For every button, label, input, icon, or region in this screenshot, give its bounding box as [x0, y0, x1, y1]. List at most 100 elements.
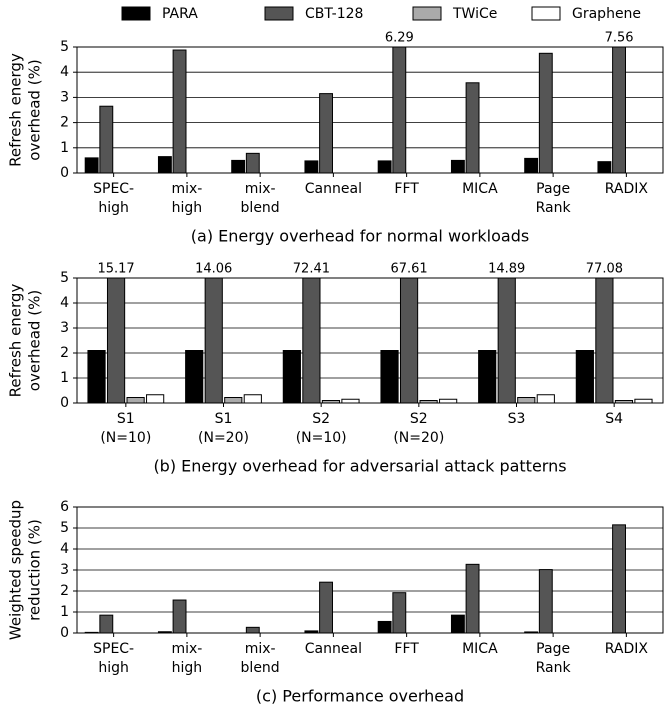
x-tick-label: MICA — [462, 181, 498, 197]
plot-frame — [76, 277, 664, 404]
y-tick-label: 3 — [60, 562, 69, 578]
bar — [302, 278, 321, 403]
x-tick-label: SPEC- — [93, 181, 134, 197]
bar — [87, 350, 106, 403]
x-tick-label: S4 — [605, 411, 623, 427]
bar — [204, 278, 223, 403]
bar — [597, 161, 612, 173]
bar — [380, 350, 399, 403]
bar — [224, 397, 243, 403]
y-axis-label: overhead (%) — [26, 59, 44, 160]
y-tick-label: 5 — [60, 270, 69, 286]
bar — [595, 278, 614, 403]
y-axis-label: Weighted speedup — [7, 500, 25, 640]
bar — [304, 630, 319, 633]
bar — [245, 152, 260, 173]
bar — [612, 524, 626, 633]
y-tick-label: 0 — [60, 395, 69, 411]
bar — [126, 397, 145, 403]
legend-label: TWiCe — [452, 6, 497, 22]
bar — [243, 394, 262, 403]
y-tick-label: 2 — [60, 345, 69, 361]
y-tick-label: 3 — [60, 89, 69, 105]
bar — [419, 400, 438, 403]
x-tick-label: (N=20) — [393, 430, 444, 446]
x-tick-label: SPEC- — [93, 641, 134, 657]
y-axis-label: Refresh energy — [7, 53, 25, 167]
bars — [84, 524, 626, 633]
bar — [172, 599, 187, 633]
x-tick-label: high — [172, 660, 203, 676]
y-tick-label: 2 — [60, 583, 69, 599]
y-tick-label: 0 — [60, 625, 69, 641]
x-tick-label: Rank — [536, 200, 572, 216]
bar — [157, 156, 172, 173]
bar — [319, 93, 333, 173]
x-tick-label: Page — [536, 641, 570, 657]
caption: (a) Energy overhead for normal workloads — [191, 227, 529, 246]
caption: (b) Energy overhead for adversarial atta… — [153, 457, 566, 476]
y-axis-label: overhead (%) — [26, 290, 44, 391]
bar — [399, 278, 419, 403]
bar — [439, 398, 458, 403]
plot-frame — [76, 506, 664, 634]
y-axis-label: Refresh energy — [7, 284, 25, 398]
overflow-label: 14.89 — [488, 262, 525, 277]
x-tick-label: Canneal — [305, 641, 362, 657]
bar — [465, 563, 480, 633]
legend-label: PARA — [162, 6, 198, 22]
x-tick-label: blend — [241, 660, 280, 676]
bar — [536, 394, 555, 403]
bar — [319, 581, 333, 633]
x-tick-label: RADIX — [605, 641, 649, 657]
overflow-label: 14.06 — [195, 262, 232, 277]
bar — [146, 394, 165, 403]
x-tick-label: FFT — [394, 641, 419, 657]
y-tick-label: 0 — [60, 165, 69, 181]
bar — [497, 278, 516, 403]
legend-swatch — [264, 6, 294, 21]
bar — [84, 157, 99, 173]
y-tick-label: 4 — [60, 295, 69, 311]
y-tick-label: 3 — [60, 320, 69, 336]
x-tick-label: FFT — [394, 181, 419, 197]
bar — [231, 159, 246, 173]
y-tick-label: 6 — [60, 499, 69, 515]
bar — [575, 350, 594, 403]
bar — [321, 400, 341, 403]
bars — [87, 278, 653, 403]
bar — [524, 157, 539, 173]
bar — [538, 569, 553, 633]
bar — [377, 160, 392, 173]
bar — [450, 614, 465, 633]
x-tick-label: MICA — [462, 641, 498, 657]
overflow-label: 15.17 — [97, 262, 134, 277]
x-tick-label: Rank — [536, 660, 572, 676]
legend-swatch — [412, 6, 442, 21]
overflow-label: 77.08 — [586, 262, 623, 277]
x-tick-label: S2 — [410, 411, 428, 427]
y-tick-label: 1 — [60, 140, 69, 156]
y-tick-label: 1 — [60, 370, 69, 386]
bar — [282, 350, 301, 403]
bar — [478, 350, 497, 403]
bar — [304, 160, 319, 173]
bar — [517, 397, 536, 403]
bar — [538, 52, 553, 173]
x-tick-label: blend — [241, 200, 280, 216]
bar — [524, 631, 539, 633]
x-tick-label: Canneal — [305, 181, 362, 197]
x-tick-label: Page — [536, 181, 570, 197]
x-tick-label: S2 — [312, 411, 330, 427]
x-tick-label: mix- — [245, 641, 276, 657]
plot-frame — [76, 46, 664, 174]
bar — [185, 350, 204, 403]
x-tick-label: (N=10) — [296, 430, 347, 446]
x-tick-label: high — [98, 200, 129, 216]
y-tick-label: 5 — [60, 39, 69, 55]
bar — [612, 47, 626, 173]
bar — [450, 159, 465, 173]
y-tick-label: 5 — [60, 520, 69, 536]
bar — [106, 278, 126, 403]
legend-label: Graphene — [572, 6, 641, 22]
